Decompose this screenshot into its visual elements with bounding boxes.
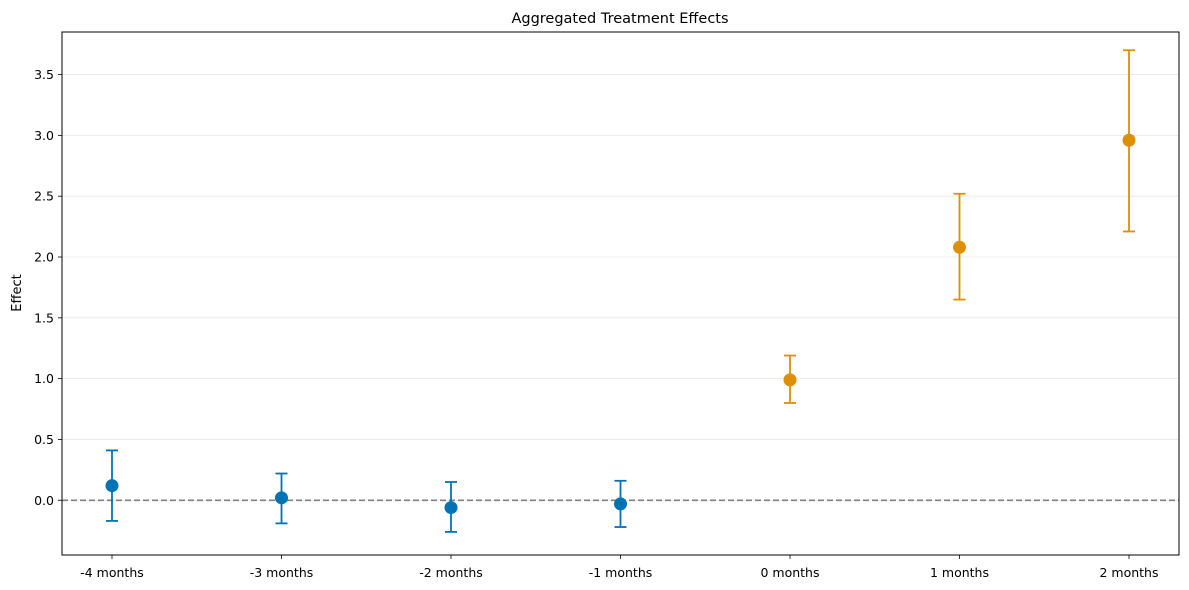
- grid-lines: [62, 74, 1179, 501]
- y-tick-label: 2.5: [34, 189, 54, 204]
- y-tick-label: 0.5: [34, 432, 54, 447]
- data-point: [1122, 133, 1136, 147]
- y-tick-label: 1.5: [34, 310, 54, 325]
- x-tick-label: -4 months: [80, 565, 144, 580]
- y-tick-label: 2.0: [34, 250, 54, 265]
- x-tick-label: 0 months: [760, 565, 819, 580]
- data-point: [105, 479, 119, 493]
- x-tick-label: -1 months: [589, 565, 653, 580]
- data-point: [783, 373, 797, 387]
- y-tick-label: 3.0: [34, 128, 54, 143]
- x-tick-label: -3 months: [250, 565, 314, 580]
- x-tick-label: 2 months: [1099, 565, 1158, 580]
- y-tick-label: 1.0: [34, 371, 54, 386]
- y-tick-label: 0.0: [34, 493, 54, 508]
- y-axis-label: Effect: [10, 274, 25, 311]
- data-marks: [105, 49, 1136, 533]
- x-tick-label: 1 months: [930, 565, 989, 580]
- data-point: [444, 501, 458, 515]
- y-tick-label: 3.5: [34, 67, 54, 82]
- x-tick-label: -2 months: [419, 565, 483, 580]
- chart-title: Aggregated Treatment Effects: [511, 11, 728, 27]
- data-point: [275, 491, 288, 505]
- data-point: [614, 497, 627, 511]
- y-axis: 0.0 0.5 1.0 1.5 2.0 2.5 3.0 3.5: [34, 67, 62, 508]
- data-point: [953, 240, 966, 254]
- x-axis: -4 months -3 months -2 months -1 months 0 mo…: [80, 555, 1159, 580]
